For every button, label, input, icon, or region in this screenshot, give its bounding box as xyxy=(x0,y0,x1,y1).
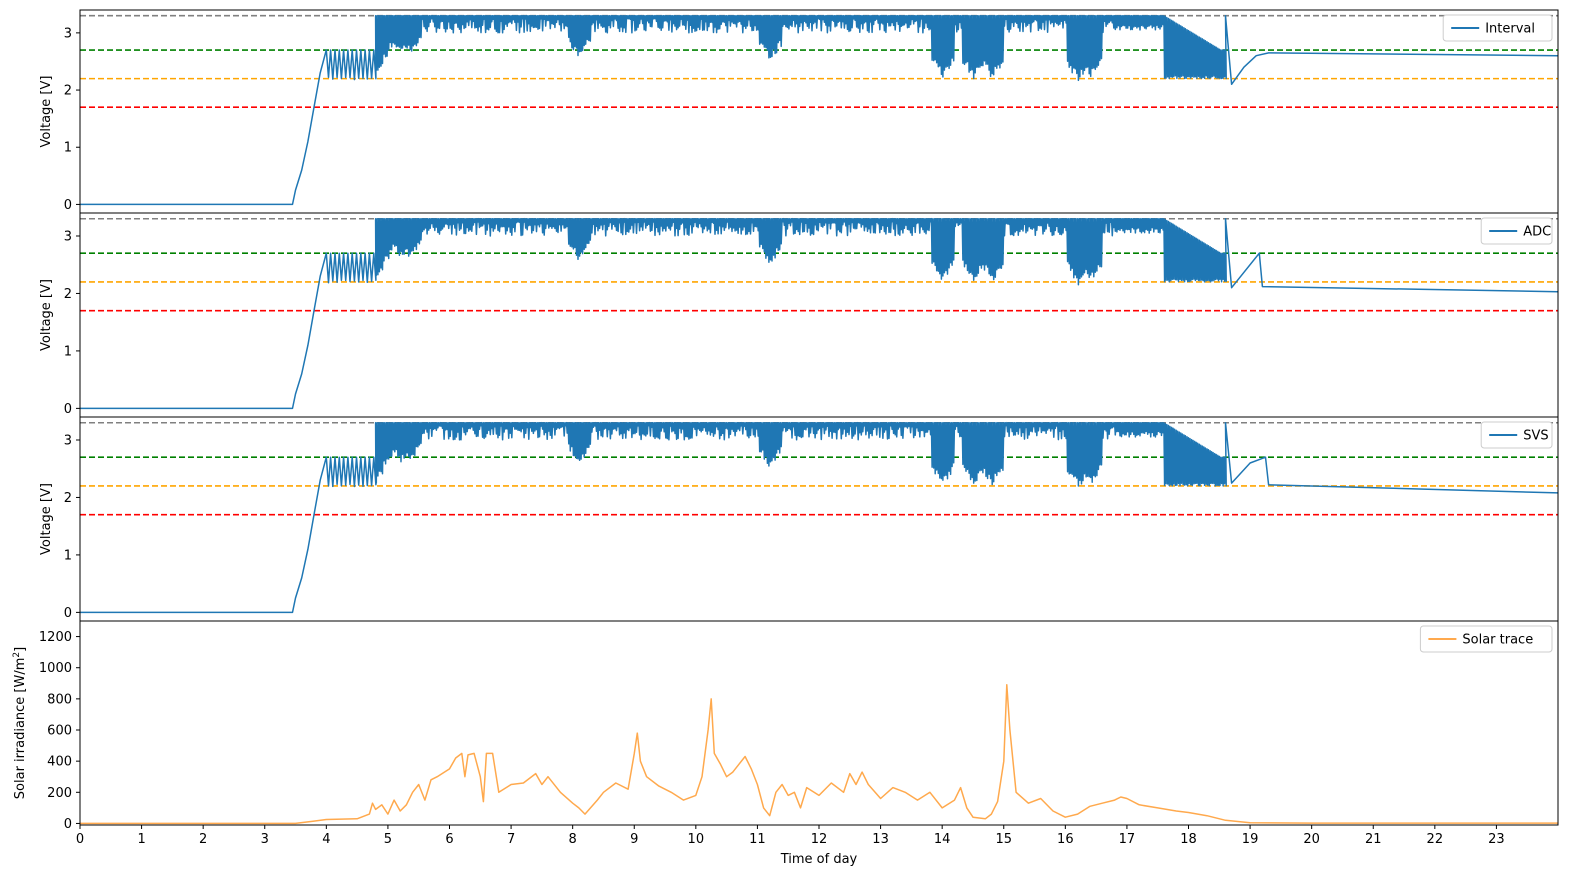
x-tick-label: 3 xyxy=(261,832,269,847)
y-tick-label: 3 xyxy=(64,26,72,41)
x-axis-label: Time of day xyxy=(780,852,858,867)
panel-3: 0 1 2 3 Voltage [V] SVS xyxy=(39,416,1559,622)
legend-box xyxy=(1442,14,1553,42)
y-axis-label: Voltage [V] xyxy=(39,76,54,148)
plot-area xyxy=(80,421,1558,614)
x-tick-label: 13 xyxy=(872,832,889,847)
x-tick-label: 11 xyxy=(749,832,766,847)
legend-label: Interval xyxy=(1485,22,1535,37)
legend: ADC xyxy=(1480,217,1553,245)
x-tick-label: 23 xyxy=(1488,832,1505,847)
plot-area xyxy=(80,217,1558,410)
series-line xyxy=(80,684,1558,825)
y-tick-label: 400 xyxy=(47,755,72,770)
x-tick-label: 14 xyxy=(934,832,951,847)
y-tick-label: 1 xyxy=(64,344,72,359)
x-tick-label: 10 xyxy=(688,832,705,847)
plot-area xyxy=(80,684,1558,825)
plot-area xyxy=(80,14,1558,206)
series-line xyxy=(80,421,1558,614)
legend: SVS xyxy=(1480,421,1553,449)
y-tick-label: 3 xyxy=(64,433,72,448)
series-line xyxy=(80,14,1558,206)
x-tick-label: 15 xyxy=(995,832,1012,847)
y-tick-label: 2 xyxy=(64,84,72,99)
y-tick-label: 0 xyxy=(64,198,72,213)
axes-frame xyxy=(79,212,1559,418)
y-tick-label: 1200 xyxy=(39,630,72,645)
y-tick-label: 1 xyxy=(64,141,72,156)
x-tick-label: 12 xyxy=(811,832,828,847)
y-tick-label: 0 xyxy=(64,402,72,417)
y-tick-label: 1 xyxy=(64,548,72,563)
legend: Interval xyxy=(1442,14,1553,42)
legend-box xyxy=(1419,625,1553,653)
panel-2: 0 1 2 3 Voltage [V] ADC xyxy=(39,212,1559,418)
x-tick-label: 6 xyxy=(445,832,453,847)
y-tick-label: 0 xyxy=(64,817,72,832)
y-tick-label: 600 xyxy=(47,724,72,739)
legend-label: Solar trace xyxy=(1462,633,1533,648)
y-axis-label: Voltage [V] xyxy=(39,483,54,555)
legend: Solar trace xyxy=(1419,625,1553,653)
y-tick-label: 3 xyxy=(64,229,72,244)
x-tick-label: 17 xyxy=(1119,832,1136,847)
axes-frame xyxy=(79,416,1559,622)
legend-label: ADC xyxy=(1523,225,1551,240)
y-tick-label: 2 xyxy=(64,287,72,302)
y-tick-label: 200 xyxy=(47,786,72,801)
y-tick-label: 0 xyxy=(64,606,72,621)
legend-label: SVS xyxy=(1523,429,1548,444)
x-tick-label: 7 xyxy=(507,832,515,847)
x-tick-label: 4 xyxy=(322,832,330,847)
y-axis-label: Voltage [V] xyxy=(39,279,54,351)
x-tick-label: 8 xyxy=(569,832,577,847)
x-tick-label: 19 xyxy=(1242,832,1259,847)
x-tick-label: 21 xyxy=(1365,832,1382,847)
y-tick-label: 800 xyxy=(47,692,72,707)
panel-1: 0 1 2 3 Voltage [V] Interval xyxy=(39,9,1559,214)
y-tick-label: 1000 xyxy=(39,661,72,676)
x-tick-label: 9 xyxy=(630,832,638,847)
x-tick-label: 20 xyxy=(1303,832,1320,847)
x-tick-label: 22 xyxy=(1427,832,1444,847)
y-axis-label: Solar irradiance [W/m2] xyxy=(12,647,28,799)
axes-frame xyxy=(79,9,1559,214)
x-tick-label: 0 xyxy=(76,832,84,847)
y-tick-label: 2 xyxy=(64,491,72,506)
series-line xyxy=(80,217,1558,410)
x-tick-label: 2 xyxy=(199,832,207,847)
x-tick-label: 5 xyxy=(384,832,392,847)
x-tick-label: 16 xyxy=(1057,832,1074,847)
x-tick-label: 1 xyxy=(137,832,145,847)
x-tick-label: 18 xyxy=(1180,832,1197,847)
